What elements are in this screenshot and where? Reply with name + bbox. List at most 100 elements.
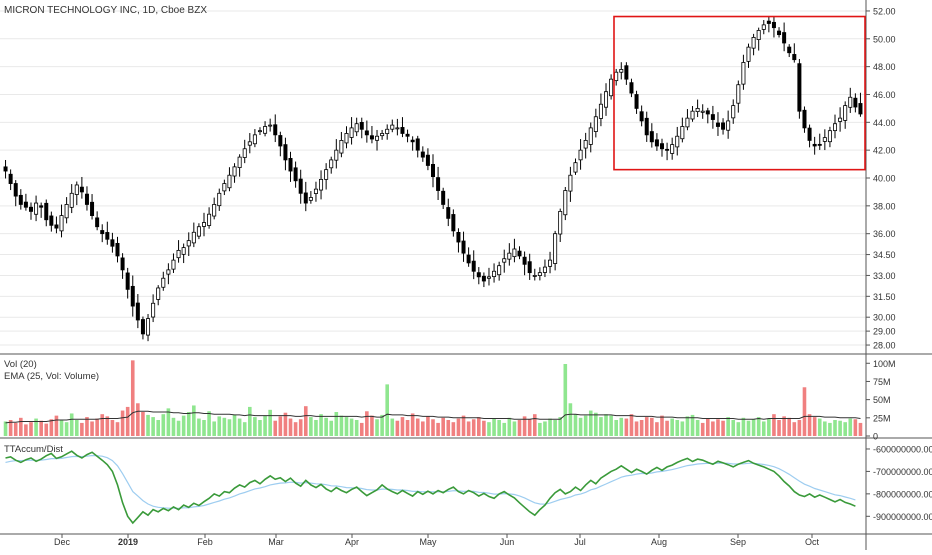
volume-bar (288, 418, 293, 436)
candle-body (151, 302, 156, 318)
candle-body (380, 133, 385, 137)
candle-body (471, 260, 476, 272)
candle (13, 180, 18, 207)
candle-body (84, 193, 89, 205)
candle-body (212, 204, 217, 217)
candle-body (715, 122, 720, 127)
price-tick-label: 52.00 (873, 6, 896, 16)
volume-bar (181, 415, 186, 436)
candle-body (28, 206, 33, 212)
candle (207, 207, 212, 229)
candle-body (456, 231, 461, 243)
volume-bar (186, 412, 191, 436)
candle (263, 121, 268, 137)
volume-bar (563, 364, 568, 436)
candle (812, 136, 817, 155)
volume-bar (767, 418, 771, 436)
volume-bar (690, 414, 695, 436)
candle (741, 54, 746, 90)
candle (344, 126, 349, 149)
volume-bar (13, 422, 18, 436)
candle (237, 154, 242, 177)
volume-bar (736, 422, 741, 436)
x-tick-label: Aug (651, 537, 667, 547)
candle-body (746, 46, 751, 62)
candle-body (542, 266, 547, 273)
candle-body (588, 127, 593, 145)
volume-bar (232, 414, 237, 436)
candle-body (573, 162, 578, 173)
volume-bar (24, 424, 28, 436)
volume-bar (166, 408, 171, 436)
candle-body (100, 230, 105, 235)
candle-body (74, 184, 79, 195)
candle (212, 197, 217, 220)
volume-bar (833, 420, 837, 436)
candle (614, 68, 619, 86)
volume-bar (665, 420, 669, 436)
candle (166, 263, 171, 285)
volume-bar (502, 422, 507, 436)
candle (670, 137, 675, 160)
volume-bar (532, 414, 537, 436)
candle-body (420, 151, 425, 158)
volume-bar (817, 418, 822, 436)
candle-body (751, 37, 756, 49)
volume-bar (298, 419, 303, 436)
volume-bar (176, 420, 181, 436)
volume-bar (517, 420, 522, 436)
volume-bar (283, 412, 288, 436)
volume-bar (90, 421, 94, 436)
candle-body (446, 207, 451, 219)
candle-body (634, 94, 639, 109)
candle (492, 263, 497, 283)
volume-bar (125, 406, 130, 436)
volume-bar (207, 411, 211, 436)
candle (181, 243, 186, 264)
candle-body (39, 205, 44, 208)
volume-bar (146, 414, 150, 436)
candle (222, 179, 227, 196)
volume-bar (426, 416, 430, 436)
candle (161, 271, 166, 291)
candle-body (44, 202, 49, 221)
candle (629, 78, 634, 98)
volume-bar (237, 418, 242, 436)
candle-body (741, 62, 746, 85)
candle-body (553, 233, 558, 264)
price-tick-label: 28.00 (873, 341, 896, 351)
candle (537, 267, 542, 281)
candle-body (344, 133, 349, 144)
candle (792, 43, 797, 63)
candle-body (665, 148, 670, 151)
candle-body (563, 190, 568, 216)
candle (721, 118, 726, 135)
candle-body (548, 259, 553, 267)
volume-bar (843, 422, 847, 436)
candle-body (69, 192, 74, 208)
candle (573, 158, 578, 175)
candle (481, 272, 486, 288)
volume-bar (812, 417, 817, 436)
volume-bar (609, 415, 613, 436)
volume-bar (512, 421, 517, 436)
volume-tick-label: 25M (873, 413, 891, 423)
volume-bar (548, 418, 552, 436)
candle (308, 191, 313, 204)
candle-body (598, 103, 603, 119)
volume-bar (731, 420, 736, 436)
volume-bar (319, 414, 323, 436)
candle (532, 268, 537, 281)
candle (84, 186, 89, 211)
candle (542, 259, 547, 278)
candle (736, 80, 741, 113)
candle-body (171, 259, 176, 270)
x-tick-label: May (419, 537, 437, 547)
candle (313, 181, 318, 202)
volume-bar (258, 420, 262, 436)
candle (298, 169, 303, 204)
candle (400, 117, 405, 138)
volume-bar (141, 412, 145, 436)
candle-body (293, 167, 298, 182)
